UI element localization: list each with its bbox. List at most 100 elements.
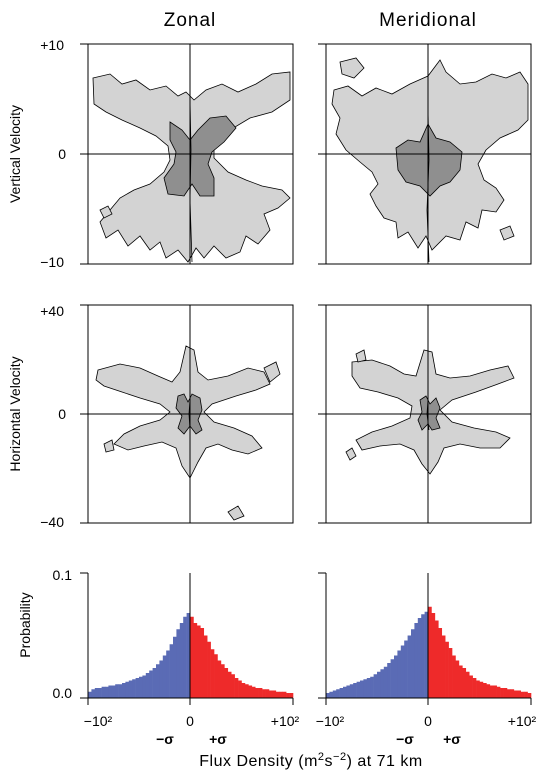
histogram-bar-negative (139, 676, 143, 698)
histogram-bar-negative (404, 640, 408, 698)
histogram-bar-negative (332, 690, 337, 698)
ytick-label-vertical-bottom: −10 (40, 254, 64, 270)
histogram-bar-negative (329, 691, 334, 698)
histogram-bar-negative (156, 664, 160, 698)
histogram-bar-negative (387, 663, 391, 698)
panel-zonal-vertical (80, 43, 294, 265)
histogram-bar-negative (417, 618, 422, 698)
histogram-bar-positive (190, 616, 194, 698)
histogram-bar-negative (132, 679, 136, 698)
histogram-bar-positive (462, 668, 467, 698)
histogram-bar-positive (520, 691, 525, 698)
histogram-bar-positive (227, 671, 232, 698)
histogram-bar-negative (421, 614, 425, 698)
histogram-bar-negative (91, 689, 96, 698)
histogram-bar-negative (183, 616, 187, 698)
histogram-bar-negative (122, 683, 126, 698)
histogram-bar-positive (486, 684, 491, 698)
histogram-bar-negative (346, 685, 351, 698)
sigma-plus-label-zonal: +σ (209, 731, 227, 747)
histogram-bar-negative (105, 686, 109, 698)
histogram-bar-negative (115, 684, 119, 698)
histogram-bar-negative (377, 671, 381, 698)
ytick-label-vertical-top: +10 (40, 37, 64, 53)
histogram-bar-positive (496, 686, 501, 698)
histogram-bar-positive (262, 689, 266, 698)
histogram-bar-negative (394, 655, 398, 698)
histogram-bar-positive (241, 683, 246, 698)
histogram-bar-negative (149, 670, 153, 698)
histogram-bar-positive (438, 628, 443, 698)
contour-light-patch (99, 205, 113, 219)
histogram-bar-positive (434, 620, 439, 698)
xtick-label-left-zero: 0 (186, 713, 194, 729)
histogram-bar-positive (248, 685, 253, 698)
histogram-bar-negative (407, 635, 412, 698)
xlabel-part: s (325, 753, 334, 770)
contour-light-patch (355, 349, 367, 363)
xlabel-part: ) at 71 km (347, 753, 423, 770)
histogram-bar-negative (186, 613, 191, 698)
histogram-bar-positive (448, 648, 453, 698)
ylabel-horizontal-velocity: Horizontal Velocity (7, 356, 23, 471)
histogram-bar-positive (517, 690, 521, 698)
histogram-bar-positive (279, 691, 283, 698)
histogram-bar-positive (224, 668, 229, 698)
ytick-label-horizontal-bottom: −40 (40, 514, 64, 530)
histogram-bar-positive (445, 641, 449, 698)
contour-light-patch (103, 439, 115, 453)
histogram-bar-negative (370, 676, 374, 698)
histogram-bar-negative (326, 693, 330, 698)
histogram-bar-negative (400, 645, 405, 698)
panel-zonal-horizontal (80, 304, 294, 524)
histogram-bar-positive (428, 606, 432, 698)
histogram-bar-negative (166, 650, 170, 698)
histogram-bar-positive (489, 685, 494, 698)
histogram-bar-negative (94, 688, 99, 698)
histogram-bar-negative (383, 666, 388, 698)
histogram-bar-negative (411, 629, 415, 698)
histogram-bar-positive (431, 613, 436, 698)
histogram-bar-positive (527, 693, 532, 698)
column-title-zonal: Zonal (164, 10, 217, 31)
ytick-label-probability-top: 0.1 (53, 567, 73, 583)
histogram-bar-positive (255, 688, 259, 698)
axes-meridional-probability (318, 572, 532, 705)
histogram-bar-positive (275, 691, 280, 698)
histogram-bar-positive (234, 678, 239, 698)
histogram-bar-negative (360, 680, 364, 698)
histogram-bar-positive (455, 660, 460, 698)
histogram-bar-negative (101, 686, 106, 698)
histogram-bar-positive (472, 678, 477, 698)
histogram-bar-positive (286, 693, 290, 698)
ytick-label-horizontal-zero: 0 (58, 406, 66, 422)
histogram-bar-negative (397, 650, 402, 698)
histogram-bar-positive (506, 689, 511, 698)
histogram-bar-negative (111, 685, 116, 698)
histogram-bar-positive (272, 690, 277, 698)
xtick-label-left-max: +10² (271, 713, 300, 729)
histogram-bar-negative (88, 691, 92, 698)
histogram-bar-positive (251, 686, 256, 698)
histogram-bar-positive (217, 660, 222, 698)
ytick-label-vertical-zero: 0 (58, 146, 66, 162)
histogram-bar-negative (339, 688, 344, 698)
contour-light-patch (339, 57, 365, 79)
histogram-bar-positive (265, 689, 270, 698)
histogram-bar-negative (176, 629, 181, 698)
histogram-bar-positive (268, 690, 273, 698)
histogram-bar-positive (476, 680, 480, 698)
ylabel-vertical-velocity: Vertical Velocity (7, 105, 23, 203)
histogram-bar-positive (493, 685, 497, 698)
histogram-bar-negative (145, 673, 150, 698)
histogram-bar-negative (343, 686, 347, 698)
histogram-bar-positive (500, 688, 504, 698)
ytick-label-horizontal-top: +40 (40, 303, 64, 319)
histogram-bar-positive (441, 635, 446, 698)
histogram-bar-positive (210, 649, 215, 698)
histogram-bar-negative (424, 611, 429, 698)
histogram-bar-positive (469, 675, 473, 698)
histogram-zonal (88, 613, 294, 698)
histogram-bar-positive (203, 635, 208, 698)
